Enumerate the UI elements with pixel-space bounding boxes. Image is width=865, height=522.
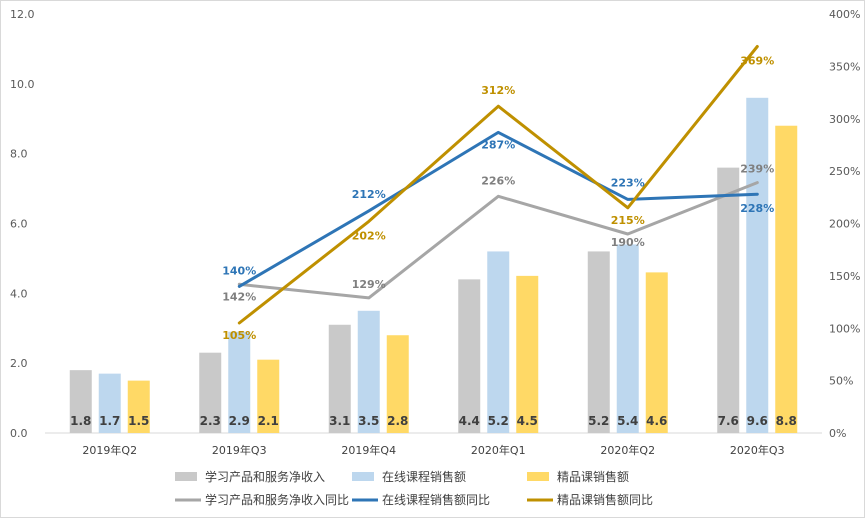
bar-value-label: 5.2 <box>588 414 609 428</box>
y-axis-tick-label: 0.0 <box>10 427 28 440</box>
bar <box>127 380 150 433</box>
bar <box>257 359 280 433</box>
line-point-label: 202% <box>352 229 386 242</box>
legend-swatch <box>175 472 197 481</box>
bar <box>386 335 409 433</box>
bar-value-label: 1.7 <box>99 414 120 428</box>
y2-axis-tick-label: 100% <box>829 322 860 335</box>
bar-value-label: 1.5 <box>128 414 149 428</box>
data-labels: 1.8 2.3 3.1 4.4 5.2 7.6 1.7 2.9 3.5 5.2 5.4 9.6 1.5 2… <box>70 54 797 428</box>
legend-label: 学习产品和服务净收入同比 <box>205 492 349 507</box>
bar <box>328 324 351 433</box>
lines <box>237 45 759 325</box>
bar <box>458 279 481 433</box>
y2-axis-tick-label: 50% <box>829 375 853 388</box>
y2-axis-tick-label: 350% <box>829 60 860 73</box>
bar-value-label: 5.2 <box>488 414 509 428</box>
line-series <box>237 130 759 288</box>
y-axis-tick-label: 8.0 <box>10 148 28 161</box>
legend-label: 学习产品和服务净收入 <box>205 469 325 484</box>
line-point-label: 140% <box>222 264 256 277</box>
legend-label: 精品课销售额 <box>557 469 629 484</box>
x-axis-tick-label: 2020年Q2 <box>600 443 655 457</box>
y2-axis-tick-label: 200% <box>829 218 860 231</box>
bar-value-label: 9.6 <box>747 414 768 428</box>
line-point-label: 226% <box>481 174 515 187</box>
bar <box>69 370 92 433</box>
x-axis-tick-label: 2019年Q4 <box>341 443 396 457</box>
y-axis-tick-label: 10.0 <box>10 78 35 91</box>
y2-axis-tick-label: 300% <box>829 113 860 126</box>
bar-value-label: 7.6 <box>718 414 739 428</box>
bar-value-label: 4.6 <box>646 414 667 428</box>
bar-value-label: 8.8 <box>776 414 797 428</box>
bar <box>516 275 539 433</box>
legend-label: 精品课销售额同比 <box>557 492 653 507</box>
line-point-label: 223% <box>611 176 645 189</box>
bar-value-label: 4.5 <box>517 414 538 428</box>
line-point-label: 105% <box>222 329 256 342</box>
legend-swatch <box>527 472 549 481</box>
line-point-label: 215% <box>611 214 645 227</box>
bar <box>487 251 510 433</box>
x-axis-tick-label: 2019年Q3 <box>212 443 267 457</box>
bar-value-label: 3.1 <box>329 414 350 428</box>
bar-value-label: 2.8 <box>387 414 408 428</box>
bar-value-label: 5.4 <box>617 414 638 428</box>
bar-value-label: 1.8 <box>70 414 91 428</box>
bar <box>98 373 121 433</box>
bar <box>746 97 769 434</box>
x-axis-tick-label: 2020年Q3 <box>730 443 785 457</box>
y-axis-tick-label: 6.0 <box>10 218 28 231</box>
bar <box>228 331 251 433</box>
line-point-label: 190% <box>611 236 645 249</box>
bar <box>616 244 639 433</box>
line-series <box>237 45 759 325</box>
line-point-label: 369% <box>740 54 774 67</box>
y-axis-tick-label: 2.0 <box>10 357 28 370</box>
bar-value-label: 2.3 <box>200 414 221 428</box>
legend-label: 在线课程销售额同比 <box>382 492 490 507</box>
bar-value-label: 2.1 <box>258 414 279 428</box>
line-point-label: 312% <box>481 84 515 97</box>
y2-axis-tick-label: 0% <box>829 427 846 440</box>
bar <box>645 272 668 433</box>
legend-label: 在线课程销售额 <box>382 469 466 484</box>
y2-axis-tick-label: 150% <box>829 270 860 283</box>
bar-value-label: 4.4 <box>459 414 480 428</box>
line-point-label: 129% <box>352 278 386 291</box>
line-point-label: 239% <box>740 163 774 176</box>
line-point-label: 142% <box>222 290 256 303</box>
x-axis-tick-label: 2020年Q1 <box>471 443 526 457</box>
bar-value-label: 2.9 <box>229 414 250 428</box>
line-point-label: 287% <box>481 138 515 151</box>
bar-value-label: 3.5 <box>358 414 379 428</box>
y2-axis-tick-label: 400% <box>829 8 860 21</box>
bar <box>357 310 380 433</box>
line-point-label: 228% <box>740 202 774 215</box>
line-point-label: 212% <box>352 188 386 201</box>
x-axis-tick-label: 2019年Q2 <box>82 443 137 457</box>
y2-axis-tick-label: 250% <box>829 165 860 178</box>
axes: 0.0 2.0 4.0 6.0 8.0 10.0 12.0 0% 50% 100% 150% 200%… <box>10 8 860 457</box>
y-axis-tick-label: 4.0 <box>10 287 28 300</box>
bar <box>717 167 740 433</box>
bar <box>199 352 222 433</box>
bars <box>69 97 798 434</box>
legend-swatch <box>352 472 374 481</box>
bar <box>587 251 610 433</box>
y-axis-tick-label: 12.0 <box>10 8 35 21</box>
line-series <box>237 181 759 300</box>
bar <box>775 125 798 433</box>
